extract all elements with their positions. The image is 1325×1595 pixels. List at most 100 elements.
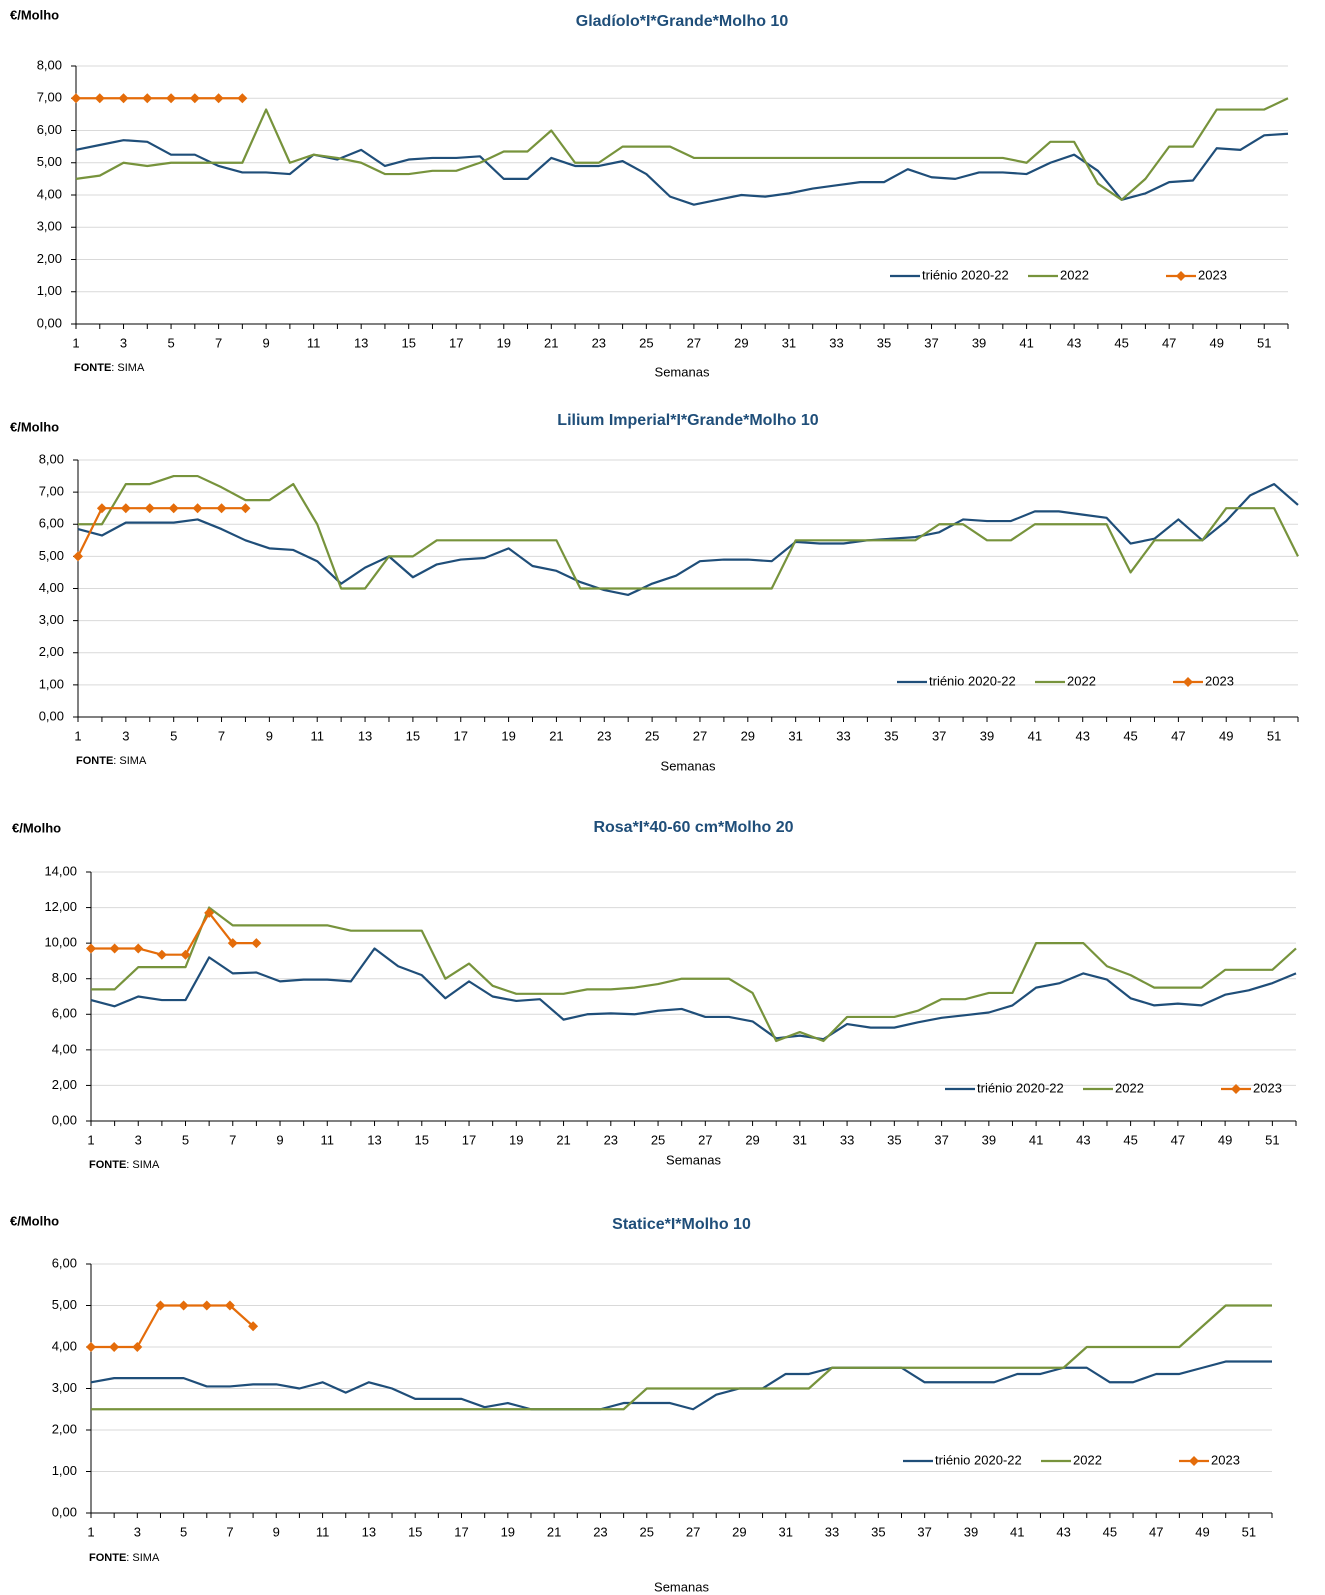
point-marker bbox=[118, 93, 129, 104]
x-tick-label: 5 bbox=[167, 335, 174, 350]
source: FONTE: SIMA bbox=[76, 755, 147, 767]
source-label: FONTE bbox=[76, 755, 113, 767]
x-tick-label: 45 bbox=[1114, 335, 1128, 350]
x-tick-label: 31 bbox=[778, 1524, 792, 1539]
x-tick-label: 1 bbox=[72, 335, 79, 350]
y-tick-label: 8,00 bbox=[52, 970, 77, 985]
y-tick-label: 8,00 bbox=[39, 451, 64, 466]
y-tick-label: 6,00 bbox=[52, 1255, 77, 1270]
point-marker bbox=[96, 503, 107, 514]
legend-label: 2022 bbox=[1067, 673, 1096, 688]
y-tick-label: 12,00 bbox=[44, 899, 77, 914]
x-tick-label: 35 bbox=[887, 1132, 901, 1147]
x-tick-label: 51 bbox=[1267, 728, 1281, 743]
x-tick-label: 23 bbox=[592, 335, 606, 350]
legend-label: 2022 bbox=[1060, 267, 1089, 282]
x-tick-label: 23 bbox=[604, 1132, 618, 1147]
x-tick-label: 49 bbox=[1195, 1524, 1209, 1539]
source: FONTE: SIMA bbox=[74, 362, 145, 374]
point-marker bbox=[237, 93, 248, 104]
x-tick-label: 7 bbox=[218, 728, 225, 743]
y-tick-label: 4,00 bbox=[52, 1338, 77, 1353]
x-tick-label: 33 bbox=[840, 1132, 854, 1147]
x-tick-label: 37 bbox=[932, 728, 946, 743]
legend-marker bbox=[1231, 1084, 1241, 1094]
y-tick-label: 0,00 bbox=[52, 1504, 77, 1519]
x-tick-label: 21 bbox=[544, 335, 558, 350]
x-tick-label: 9 bbox=[263, 335, 270, 350]
legend-label: 2022 bbox=[1073, 1452, 1102, 1467]
y-tick-label: 3,00 bbox=[52, 1380, 77, 1395]
legend-label: triénio 2020-22 bbox=[935, 1452, 1022, 1467]
y-tick-label: 0,00 bbox=[52, 1112, 77, 1127]
point-marker bbox=[155, 1300, 166, 1311]
x-tick-label: 33 bbox=[836, 728, 850, 743]
x-tick-label: 43 bbox=[1075, 728, 1089, 743]
source: FONTE: SIMA bbox=[89, 1552, 160, 1564]
source-value: : SIMA bbox=[111, 362, 145, 374]
y-tick-label: 2,00 bbox=[39, 644, 64, 659]
y-tick-label: 14,00 bbox=[44, 863, 77, 878]
x-tick-label: 39 bbox=[982, 1132, 996, 1147]
x-tick-label: 51 bbox=[1265, 1132, 1279, 1147]
x-tick-label: 51 bbox=[1242, 1524, 1256, 1539]
y-tick-label: 0,00 bbox=[37, 315, 62, 330]
x-tick-label: 19 bbox=[509, 1132, 523, 1147]
x-tick-label: 7 bbox=[226, 1524, 233, 1539]
x-tick-label: 47 bbox=[1171, 1132, 1185, 1147]
x-tick-label: 23 bbox=[597, 728, 611, 743]
series-line bbox=[77, 482, 1299, 597]
x-tick-label: 15 bbox=[406, 728, 420, 743]
x-tick-label: 5 bbox=[170, 728, 177, 743]
y-tick-label: 2,00 bbox=[52, 1421, 77, 1436]
x-tick-label: 9 bbox=[266, 728, 273, 743]
series-line bbox=[91, 1304, 1272, 1411]
x-tick-label: 29 bbox=[745, 1132, 759, 1147]
x-tick-label: 41 bbox=[1019, 335, 1033, 350]
x-tick-label: 35 bbox=[884, 728, 898, 743]
legend-label: 2023 bbox=[1205, 673, 1234, 688]
x-tick-label: 31 bbox=[793, 1132, 807, 1147]
x-tick-label: 9 bbox=[273, 1524, 280, 1539]
point-marker bbox=[201, 1300, 212, 1311]
point-marker bbox=[120, 503, 131, 514]
x-tick-label: 3 bbox=[134, 1524, 141, 1539]
x-tick-label: 17 bbox=[454, 728, 468, 743]
legend-label: 2022 bbox=[1115, 1080, 1144, 1095]
x-tick-label: 27 bbox=[687, 335, 701, 350]
x-tick-label: 29 bbox=[741, 728, 755, 743]
x-tick-label: 27 bbox=[686, 1524, 700, 1539]
point-marker bbox=[189, 93, 200, 104]
x-tick-label: 15 bbox=[415, 1132, 429, 1147]
point-marker bbox=[204, 907, 215, 918]
x-tick-label: 31 bbox=[788, 728, 802, 743]
series-line bbox=[75, 132, 1289, 206]
x-tick-label: 11 bbox=[321, 1132, 335, 1147]
point-marker bbox=[73, 551, 83, 562]
x-tick-label: 29 bbox=[732, 1524, 746, 1539]
point-marker bbox=[166, 93, 177, 104]
x-tick-label: 21 bbox=[547, 1524, 561, 1539]
source-value: : SIMA bbox=[126, 1159, 160, 1171]
source-value: : SIMA bbox=[113, 755, 147, 767]
legend-label: 2023 bbox=[1211, 1452, 1240, 1467]
x-tick-label: 31 bbox=[782, 335, 796, 350]
x-tick-label: 45 bbox=[1103, 1524, 1117, 1539]
point-marker bbox=[71, 93, 81, 104]
y-tick-label: 5,00 bbox=[39, 548, 64, 563]
y-axis-label: €/Molho bbox=[10, 1213, 59, 1228]
chart-title: Lilium Imperial*I*Grande*Molho 10 bbox=[557, 412, 818, 429]
legend-label: triénio 2020-22 bbox=[929, 673, 1016, 688]
x-tick-label: 1 bbox=[87, 1132, 94, 1147]
x-tick-label: 47 bbox=[1149, 1524, 1163, 1539]
x-tick-label: 49 bbox=[1219, 728, 1233, 743]
x-tick-label: 13 bbox=[358, 728, 372, 743]
x-tick-label: 25 bbox=[645, 728, 659, 743]
x-tick-label: 5 bbox=[182, 1132, 189, 1147]
x-tick-label: 47 bbox=[1162, 335, 1176, 350]
x-tick-label: 21 bbox=[549, 728, 563, 743]
x-tick-label: 23 bbox=[593, 1524, 607, 1539]
x-tick-label: 13 bbox=[367, 1132, 381, 1147]
y-tick-label: 1,00 bbox=[39, 676, 64, 691]
